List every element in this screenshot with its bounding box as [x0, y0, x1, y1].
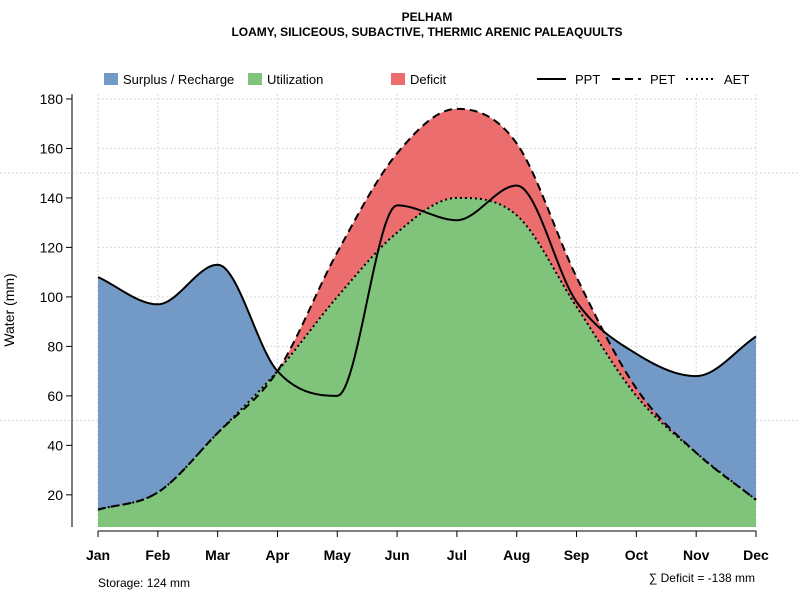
x-tick-label: Feb — [145, 547, 170, 563]
legend-label-surplus: Surplus / Recharge — [123, 72, 234, 87]
x-tick-label: Mar — [205, 547, 230, 563]
area-utilization — [98, 197, 756, 528]
legend: Surplus / Recharge Utilization Deficit P… — [104, 72, 749, 87]
storage-note: Storage: 124 mm — [98, 576, 190, 590]
y-tick-label: 180 — [40, 91, 64, 107]
chart-subtitle: LOAMY, SILICEOUS, SUBACTIVE, THERMIC ARE… — [231, 25, 622, 39]
x-tick-label: Jul — [447, 547, 467, 563]
area-deficit — [98, 108, 756, 510]
series-line-pet — [97, 107, 757, 511]
x-tick-label: Dec — [743, 547, 769, 563]
x-tick-label: May — [324, 547, 351, 563]
x-tick-label: Jan — [86, 547, 110, 563]
y-tick-label: 20 — [47, 487, 63, 503]
x-tick-label: Nov — [683, 547, 710, 563]
x-tick-label: Jun — [385, 547, 410, 563]
legend-label-utilization: Utilization — [267, 72, 323, 87]
y-tick-label: 40 — [47, 437, 63, 453]
deficit-total-note: ∑ Deficit = -138 mm — [649, 571, 755, 585]
y-tick-label: 80 — [47, 338, 63, 354]
y-tick-label: 100 — [40, 289, 64, 305]
legend-label-aet: AET — [724, 72, 749, 87]
x-tick-label: Sep — [564, 547, 590, 563]
y-tick-label: 140 — [40, 190, 64, 206]
y-tick-label: 160 — [40, 140, 64, 156]
legend-swatch-surplus — [104, 73, 118, 85]
y-tick-label: 60 — [47, 388, 63, 404]
legend-swatch-deficit — [391, 73, 405, 85]
series-line-ppt — [97, 184, 757, 397]
y-tick-label: 120 — [40, 239, 64, 255]
legend-label-deficit: Deficit — [410, 72, 447, 87]
legend-label-ppt: PPT — [575, 72, 600, 87]
axes: 20 40 60 80 100 120 140 160 180 Jan Feb Mar Apr May Ju… — [40, 91, 769, 563]
y-axis-label: Water (mm) — [1, 273, 17, 346]
x-tick-label: Aug — [503, 547, 530, 563]
x-tick-label: Oct — [625, 547, 649, 563]
series-lines — [97, 107, 757, 511]
chart-title: PELHAM — [402, 10, 453, 24]
legend-swatch-utilization — [248, 73, 262, 85]
x-tick-label: Apr — [265, 547, 290, 563]
legend-label-pet: PET — [650, 72, 675, 87]
area-fills — [98, 108, 756, 528]
